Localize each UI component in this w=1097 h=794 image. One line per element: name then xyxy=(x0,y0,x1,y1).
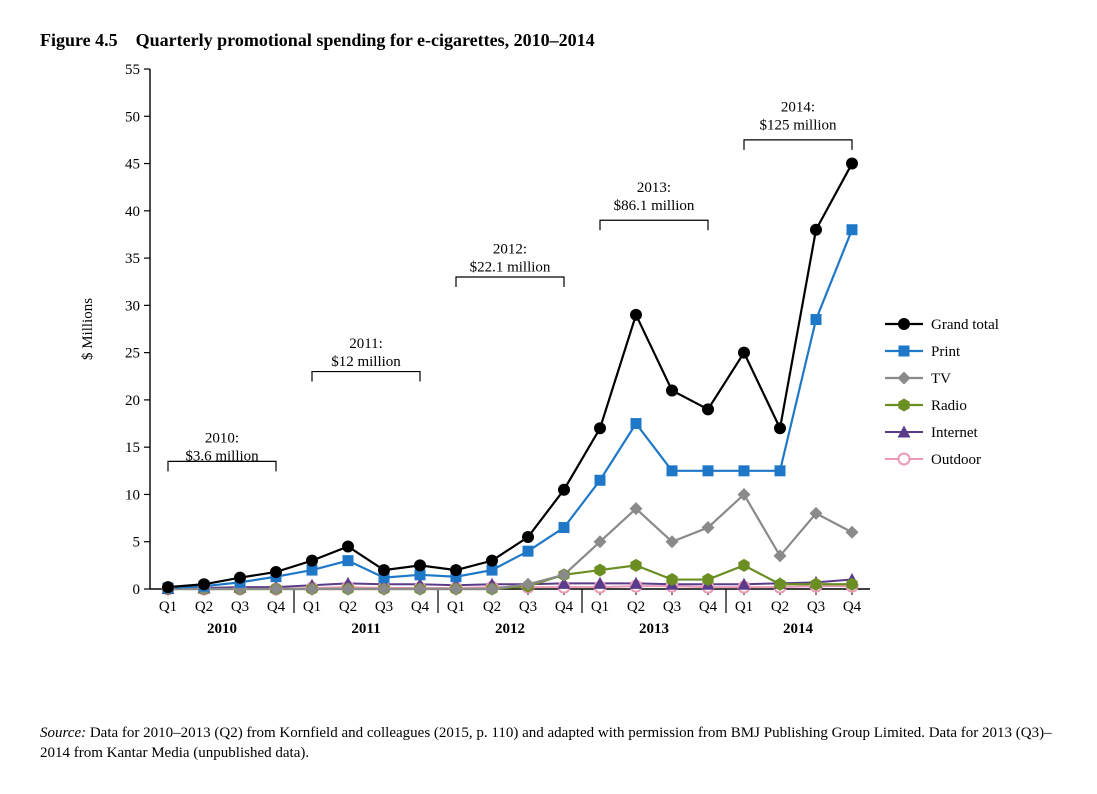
svg-text:Q1: Q1 xyxy=(303,599,321,615)
svg-text:55: 55 xyxy=(125,62,140,78)
svg-text:$3.6 million: $3.6 million xyxy=(185,448,259,464)
svg-text:Q4: Q4 xyxy=(843,599,862,615)
svg-text:Q1: Q1 xyxy=(591,599,609,615)
chart-container: 0 5 10 15 20 25 30 35 40 45 50 55 $ Millions Q1 Q2 Q3 Q4… xyxy=(40,59,1057,709)
svg-text:10: 10 xyxy=(125,487,140,503)
svg-text:Q3: Q3 xyxy=(375,599,393,615)
svg-text:Outdoor: Outdoor xyxy=(931,452,981,468)
svg-text:Q4: Q4 xyxy=(411,599,430,615)
svg-text:$ Millions: $ Millions xyxy=(80,298,96,360)
source-lead: Source: xyxy=(40,725,86,741)
figure-number: Figure 4.5 xyxy=(40,30,118,50)
svg-text:2014:: 2014: xyxy=(781,100,815,116)
svg-text:$125 million: $125 million xyxy=(759,118,837,134)
svg-text:Q2: Q2 xyxy=(627,599,645,615)
svg-text:45: 45 xyxy=(125,157,140,173)
svg-text:0: 0 xyxy=(133,582,141,598)
svg-text:50: 50 xyxy=(125,109,140,125)
svg-text:2013:: 2013: xyxy=(637,180,671,196)
source-text: Data for 2010–2013 (Q2) from Kornfield a… xyxy=(40,725,1052,761)
svg-text:20: 20 xyxy=(125,393,140,409)
svg-text:Grand total: Grand total xyxy=(931,317,999,333)
svg-text:Q4: Q4 xyxy=(267,599,286,615)
svg-text:30: 30 xyxy=(125,298,140,314)
svg-text:Q4: Q4 xyxy=(555,599,574,615)
svg-text:$12 million: $12 million xyxy=(331,354,401,370)
svg-text:2010: 2010 xyxy=(207,621,237,637)
svg-text:Print: Print xyxy=(931,344,961,360)
svg-text:2013: 2013 xyxy=(639,621,669,637)
svg-text:$86.1 million: $86.1 million xyxy=(614,198,695,214)
svg-text:Radio: Radio xyxy=(931,398,967,414)
svg-text:35: 35 xyxy=(125,251,140,267)
svg-text:Q3: Q3 xyxy=(663,599,681,615)
figure-title: Figure 4.5 Quarterly promotional spending… xyxy=(40,30,1057,51)
svg-text:40: 40 xyxy=(125,204,140,220)
svg-text:Q2: Q2 xyxy=(195,599,213,615)
svg-text:2012:: 2012: xyxy=(493,241,527,257)
svg-text:Q4: Q4 xyxy=(699,599,718,615)
figure-title-text: Quarterly promotional spending for e-cig… xyxy=(136,30,595,50)
svg-text:TV: TV xyxy=(931,371,951,387)
line-chart: 0 5 10 15 20 25 30 35 40 45 50 55 $ Millions Q1 Q2 Q3 Q4… xyxy=(40,59,1060,709)
svg-text:2011:: 2011: xyxy=(349,336,383,352)
svg-text:5: 5 xyxy=(133,535,141,551)
svg-text:2011: 2011 xyxy=(351,621,380,637)
svg-text:Q1: Q1 xyxy=(735,599,753,615)
svg-text:Q2: Q2 xyxy=(339,599,357,615)
svg-text:2010:: 2010: xyxy=(205,430,239,446)
svg-text:25: 25 xyxy=(125,346,140,362)
svg-text:Q1: Q1 xyxy=(159,599,177,615)
svg-text:2014: 2014 xyxy=(783,621,814,637)
svg-text:Q1: Q1 xyxy=(447,599,465,615)
svg-text:Q2: Q2 xyxy=(483,599,501,615)
svg-text:Q3: Q3 xyxy=(519,599,537,615)
source-note: Source: Data for 2010–2013 (Q2) from Kor… xyxy=(40,723,1057,764)
svg-text:Q2: Q2 xyxy=(771,599,789,615)
svg-text:2012: 2012 xyxy=(495,621,525,637)
svg-text:$22.1 million: $22.1 million xyxy=(470,259,551,275)
svg-text:Internet: Internet xyxy=(931,425,978,441)
svg-text:Q3: Q3 xyxy=(231,599,249,615)
svg-text:15: 15 xyxy=(125,440,140,456)
svg-text:Q3: Q3 xyxy=(807,599,825,615)
